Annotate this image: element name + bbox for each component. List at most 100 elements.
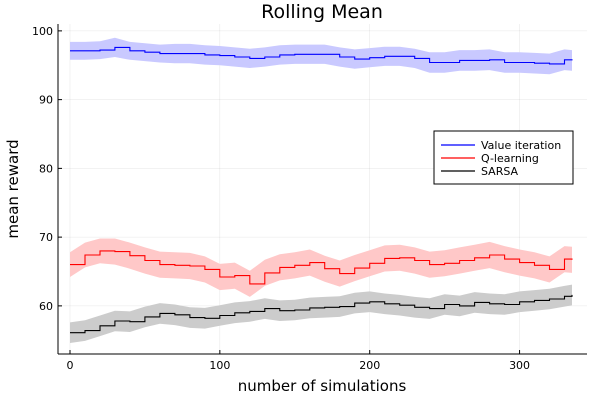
point-value-iteration-30 bbox=[519, 62, 520, 63]
point-q-learning-14 bbox=[279, 267, 280, 268]
point-q-learning-31 bbox=[534, 265, 535, 266]
point-sarsa-27 bbox=[474, 302, 475, 303]
point-q-learning-9 bbox=[204, 269, 205, 270]
point-value-iteration-34 bbox=[571, 60, 572, 61]
point-q-learning-19 bbox=[354, 268, 355, 269]
point-sarsa-11 bbox=[234, 312, 235, 313]
point-value-iteration-32 bbox=[549, 63, 550, 64]
point-value-iteration-11 bbox=[234, 56, 235, 57]
point-sarsa-16 bbox=[309, 307, 310, 308]
point-q-learning-23 bbox=[414, 260, 415, 261]
legend-label-q-learning: Q-learning bbox=[481, 152, 539, 165]
series-lines bbox=[69, 46, 573, 334]
point-value-iteration-29 bbox=[504, 62, 505, 63]
point-sarsa-26 bbox=[459, 305, 460, 306]
point-sarsa-4 bbox=[129, 321, 130, 322]
y-tick-label-90: 90 bbox=[39, 94, 53, 107]
point-sarsa-17 bbox=[324, 307, 325, 308]
point-sarsa-0 bbox=[69, 332, 70, 333]
point-q-learning-7 bbox=[174, 265, 175, 266]
point-value-iteration-2 bbox=[99, 50, 100, 51]
point-sarsa-13 bbox=[264, 308, 265, 309]
point-sarsa-25 bbox=[444, 304, 445, 305]
point-value-iteration-0 bbox=[69, 50, 70, 51]
x-tick-label-0: 0 bbox=[66, 359, 73, 372]
point-q-learning-16 bbox=[309, 262, 310, 263]
point-value-iteration-8 bbox=[189, 53, 190, 54]
point-value-iteration-13 bbox=[264, 56, 265, 57]
point-sarsa-6 bbox=[159, 313, 160, 314]
point-q-learning-32 bbox=[549, 269, 550, 270]
point-value-iteration-31 bbox=[534, 63, 535, 64]
point-sarsa-12 bbox=[249, 311, 250, 312]
legend-box bbox=[433, 130, 574, 185]
point-q-learning-2 bbox=[99, 250, 100, 251]
chart-title: Rolling Mean bbox=[261, 1, 383, 23]
point-q-learning-4 bbox=[129, 255, 130, 256]
point-sarsa-18 bbox=[339, 306, 340, 307]
point-value-iteration-33 bbox=[564, 59, 565, 60]
point-value-iteration-25 bbox=[444, 62, 445, 63]
point-value-iteration-14 bbox=[279, 54, 280, 55]
y-tick-label-80: 80 bbox=[39, 162, 53, 175]
point-q-learning-15 bbox=[294, 265, 295, 266]
x-axis-label: number of simulations bbox=[238, 377, 407, 395]
point-q-learning-5 bbox=[144, 260, 145, 261]
point-value-iteration-24 bbox=[429, 62, 430, 63]
y-tick-label-70: 70 bbox=[39, 231, 53, 244]
point-value-iteration-20 bbox=[369, 57, 370, 58]
y-tick-label-60: 60 bbox=[39, 300, 53, 313]
x-tick-label-200: 200 bbox=[359, 359, 380, 372]
band-sarsa bbox=[70, 284, 572, 343]
point-value-iteration-23 bbox=[414, 58, 415, 59]
confidence-bands bbox=[70, 37, 572, 343]
point-value-iteration-1 bbox=[84, 50, 85, 51]
point-q-learning-6 bbox=[159, 264, 160, 265]
point-sarsa-21 bbox=[384, 303, 385, 304]
y-axis-label: mean reward bbox=[4, 139, 22, 238]
tick-marks-and-labels: 0 100 200 300 60 70 80 90 100 bbox=[32, 25, 530, 372]
point-q-learning-13 bbox=[264, 272, 265, 273]
point-sarsa-10 bbox=[219, 315, 220, 316]
line-sarsa bbox=[70, 294, 573, 334]
legend-label-sarsa: SARSA bbox=[481, 165, 519, 178]
point-value-iteration-7 bbox=[174, 53, 175, 54]
point-value-iteration-21 bbox=[384, 56, 385, 57]
point-sarsa-2 bbox=[99, 325, 100, 326]
point-value-iteration-9 bbox=[204, 54, 205, 55]
point-value-iteration-28 bbox=[489, 59, 490, 60]
legend-label-value-iteration: Value iteration bbox=[481, 139, 561, 152]
point-value-iteration-18 bbox=[339, 56, 340, 57]
point-sarsa-8 bbox=[189, 317, 190, 318]
x-tick-label-300: 300 bbox=[509, 359, 530, 372]
point-value-iteration-19 bbox=[354, 59, 355, 60]
point-value-iteration-3 bbox=[114, 47, 115, 48]
point-value-iteration-17 bbox=[324, 54, 325, 55]
point-value-iteration-10 bbox=[219, 55, 220, 56]
point-sarsa-23 bbox=[414, 307, 415, 308]
point-value-iteration-26 bbox=[459, 60, 460, 61]
point-q-learning-28 bbox=[489, 254, 490, 255]
point-q-learning-3 bbox=[114, 251, 115, 252]
line-value-iteration bbox=[70, 46, 573, 65]
point-sarsa-34 bbox=[571, 294, 572, 295]
point-q-learning-21 bbox=[384, 258, 385, 259]
point-q-learning-1 bbox=[84, 254, 85, 255]
band-value-iteration bbox=[70, 37, 572, 75]
point-q-learning-34 bbox=[571, 259, 572, 260]
point-value-iteration-27 bbox=[474, 60, 475, 61]
point-sarsa-7 bbox=[174, 314, 175, 315]
point-sarsa-15 bbox=[294, 309, 295, 310]
point-q-learning-17 bbox=[324, 268, 325, 269]
point-sarsa-14 bbox=[279, 310, 280, 311]
point-q-learning-20 bbox=[369, 263, 370, 264]
point-sarsa-22 bbox=[399, 305, 400, 306]
band-q-learning bbox=[70, 238, 572, 297]
point-value-iteration-22 bbox=[399, 56, 400, 57]
x-tick-label-100: 100 bbox=[209, 359, 230, 372]
point-q-learning-10 bbox=[219, 276, 220, 277]
point-sarsa-19 bbox=[354, 303, 355, 304]
point-q-learning-30 bbox=[519, 262, 520, 263]
point-sarsa-24 bbox=[429, 308, 430, 309]
